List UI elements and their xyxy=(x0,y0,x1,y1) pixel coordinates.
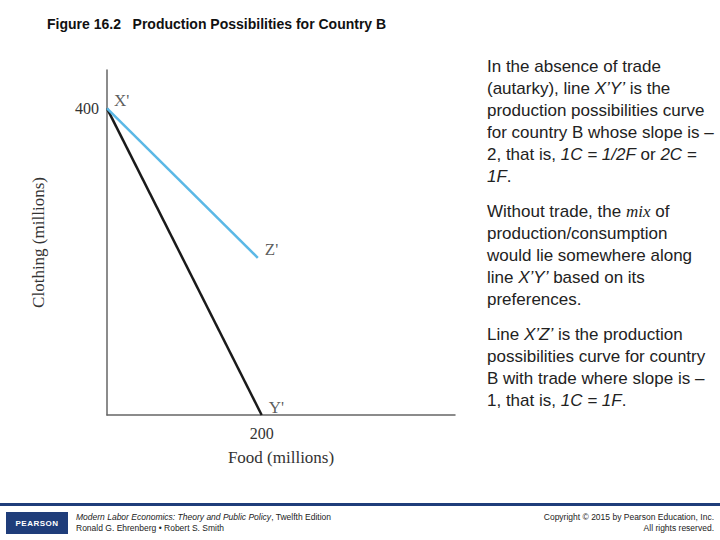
html-text:Ronald G. Ehrenberg • Robert S: Ronald G. Ehrenberg • Robert S. Smith xyxy=(76,523,224,533)
html-text:In the absence of trade (autar: In the absence of trade (autarky), line … xyxy=(487,57,714,186)
svg-text:Y': Y' xyxy=(269,398,284,417)
svg-text:Food (millions): Food (millions) xyxy=(228,448,334,467)
svg-text:200: 200 xyxy=(250,425,274,442)
svg-text:Z': Z' xyxy=(265,240,278,259)
html-text:Line X’Z’ is the production po: Line X’Z’ is the production possibilitie… xyxy=(487,325,706,410)
svg-text:400: 400 xyxy=(75,100,99,117)
html-text:All rights reserved.: All rights reserved. xyxy=(643,523,714,533)
html-text:Without trade, the mix of prod: Without trade, the mix of production/con… xyxy=(487,202,693,309)
html-text:PEARSON: PEARSON xyxy=(15,518,59,528)
svg-text:X': X' xyxy=(114,91,129,110)
svg-text:Clothing (millions): Clothing (millions) xyxy=(29,177,48,308)
svg-text:Figure 16.2 Production Possi: Figure 16.2 Production Possibilities for… xyxy=(47,16,386,32)
html-text:Copyright © 2015 by Pearson Ed: Copyright © 2015 by Pearson Education, I… xyxy=(543,512,714,522)
html-text:Modern Labor Economics: Theory: Modern Labor Economics: Theory and Publi… xyxy=(76,512,331,522)
